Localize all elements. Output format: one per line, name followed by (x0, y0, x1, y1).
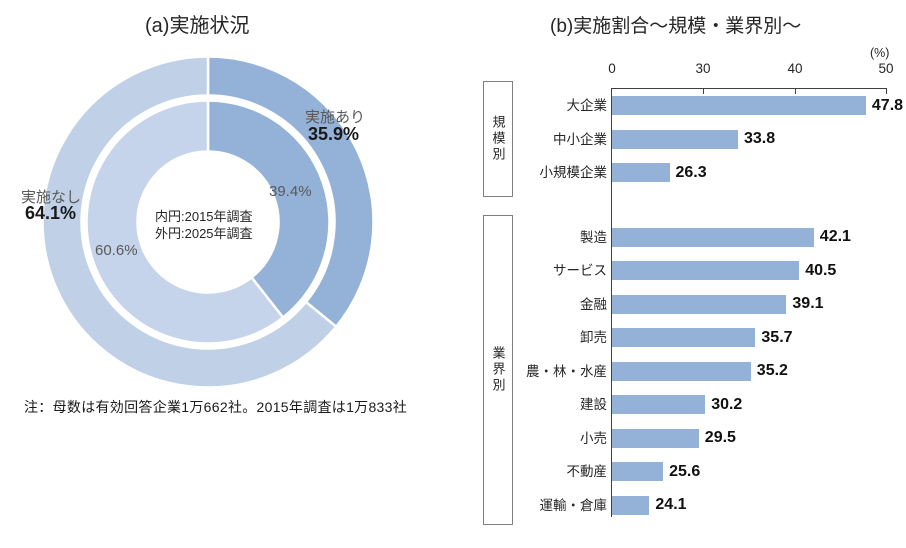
bar-value-label: 29.5 (704, 429, 736, 446)
axis-unit-label: (%) (870, 46, 890, 60)
donut-outer-segment-no (41, 55, 338, 389)
x-tick-50: 50 (878, 61, 894, 76)
bar-category-label: 建設 (580, 397, 607, 412)
donut-inner-segment-yes (206, 99, 331, 320)
x-tick-30: 30 (695, 61, 711, 76)
bar-value-label: 35.2 (756, 362, 788, 379)
bar-category-label: 運輸・倉庫 (539, 497, 608, 513)
bar-category-label: 製造 (580, 229, 607, 245)
group-label: 規模別 (490, 115, 506, 163)
bar (612, 227, 814, 247)
bar (612, 495, 650, 515)
x-tick-mark-50 (886, 89, 887, 94)
bar (612, 163, 670, 182)
bar (612, 261, 800, 280)
x-axis-line (611, 88, 887, 89)
bar-category-label: 中小企業 (553, 131, 607, 147)
bar-value-label: 42.1 (819, 228, 851, 245)
bar-value-label: 35.7 (761, 328, 793, 346)
bar-category-label: 農・林・水産 (526, 363, 607, 379)
donut-inner-segment-no (85, 99, 285, 345)
donut-label-no: 実施なし (21, 189, 82, 206)
bar-value-label: 30.2 (711, 395, 743, 413)
donut-center-note-line1: 内円:2015年調査 (155, 209, 253, 224)
bar (612, 96, 866, 115)
bar (612, 294, 787, 314)
y-axis-line (611, 88, 612, 517)
x-tick-40: 40 (787, 61, 803, 76)
bar-value-label: 40.5 (805, 261, 837, 279)
donut-value-no-inner: 60.6% (95, 242, 138, 259)
bar (612, 395, 706, 414)
bar-category-label: 大企業 (566, 98, 608, 113)
x-tick-mark-30 (703, 89, 704, 94)
donut-value-no-outer: 64.1% (25, 203, 77, 223)
group-label: 業界別 (490, 346, 506, 394)
bar-value-label: 39.1 (792, 295, 824, 312)
chart-a-title: (a)実施状況 (145, 15, 250, 37)
bar-value-label: 26.3 (675, 163, 707, 181)
donut-center-note: 内円:2015年調査 外円:2025年調査 (155, 208, 253, 242)
donut-center-note-line2: 外円:2025年調査 (155, 226, 253, 241)
bar (612, 428, 699, 448)
bar (612, 361, 751, 381)
bar (612, 462, 664, 481)
bar-value-label: 24.1 (655, 496, 687, 513)
donut-chart (41, 55, 375, 389)
bar-category-label: 卸売 (580, 330, 607, 345)
group-box-industry: 業界別 (483, 215, 513, 525)
donut-value-yes-outer: 35.9% (308, 124, 360, 144)
bar-category-label: サービス (553, 263, 607, 278)
x-tick-0: 0 (608, 61, 616, 76)
bar-category-label: 不動産 (566, 464, 608, 479)
bar-category-label: 小規模企業 (539, 165, 608, 180)
donut-label-yes: 実施あり (305, 109, 366, 126)
x-tick-mark-40 (795, 89, 796, 94)
group-box-size: 規模別 (483, 81, 513, 197)
bar-value-label: 33.8 (744, 130, 776, 147)
bar-value-label: 47.8 (871, 96, 904, 114)
chart-b-title: (b)実施割合～規模・業界別～ (550, 16, 802, 37)
bar (612, 328, 756, 347)
bar-value-label: 25.6 (669, 462, 701, 480)
bar-category-label: 小売 (580, 430, 607, 446)
bar-category-label: 金融 (580, 296, 607, 312)
bar (612, 129, 738, 149)
chart-a-note: 注：母数は有効回答企業1万662社。2015年調査は1万833社 (24, 399, 408, 415)
donut-value-yes-inner: 39.4% (269, 183, 312, 200)
